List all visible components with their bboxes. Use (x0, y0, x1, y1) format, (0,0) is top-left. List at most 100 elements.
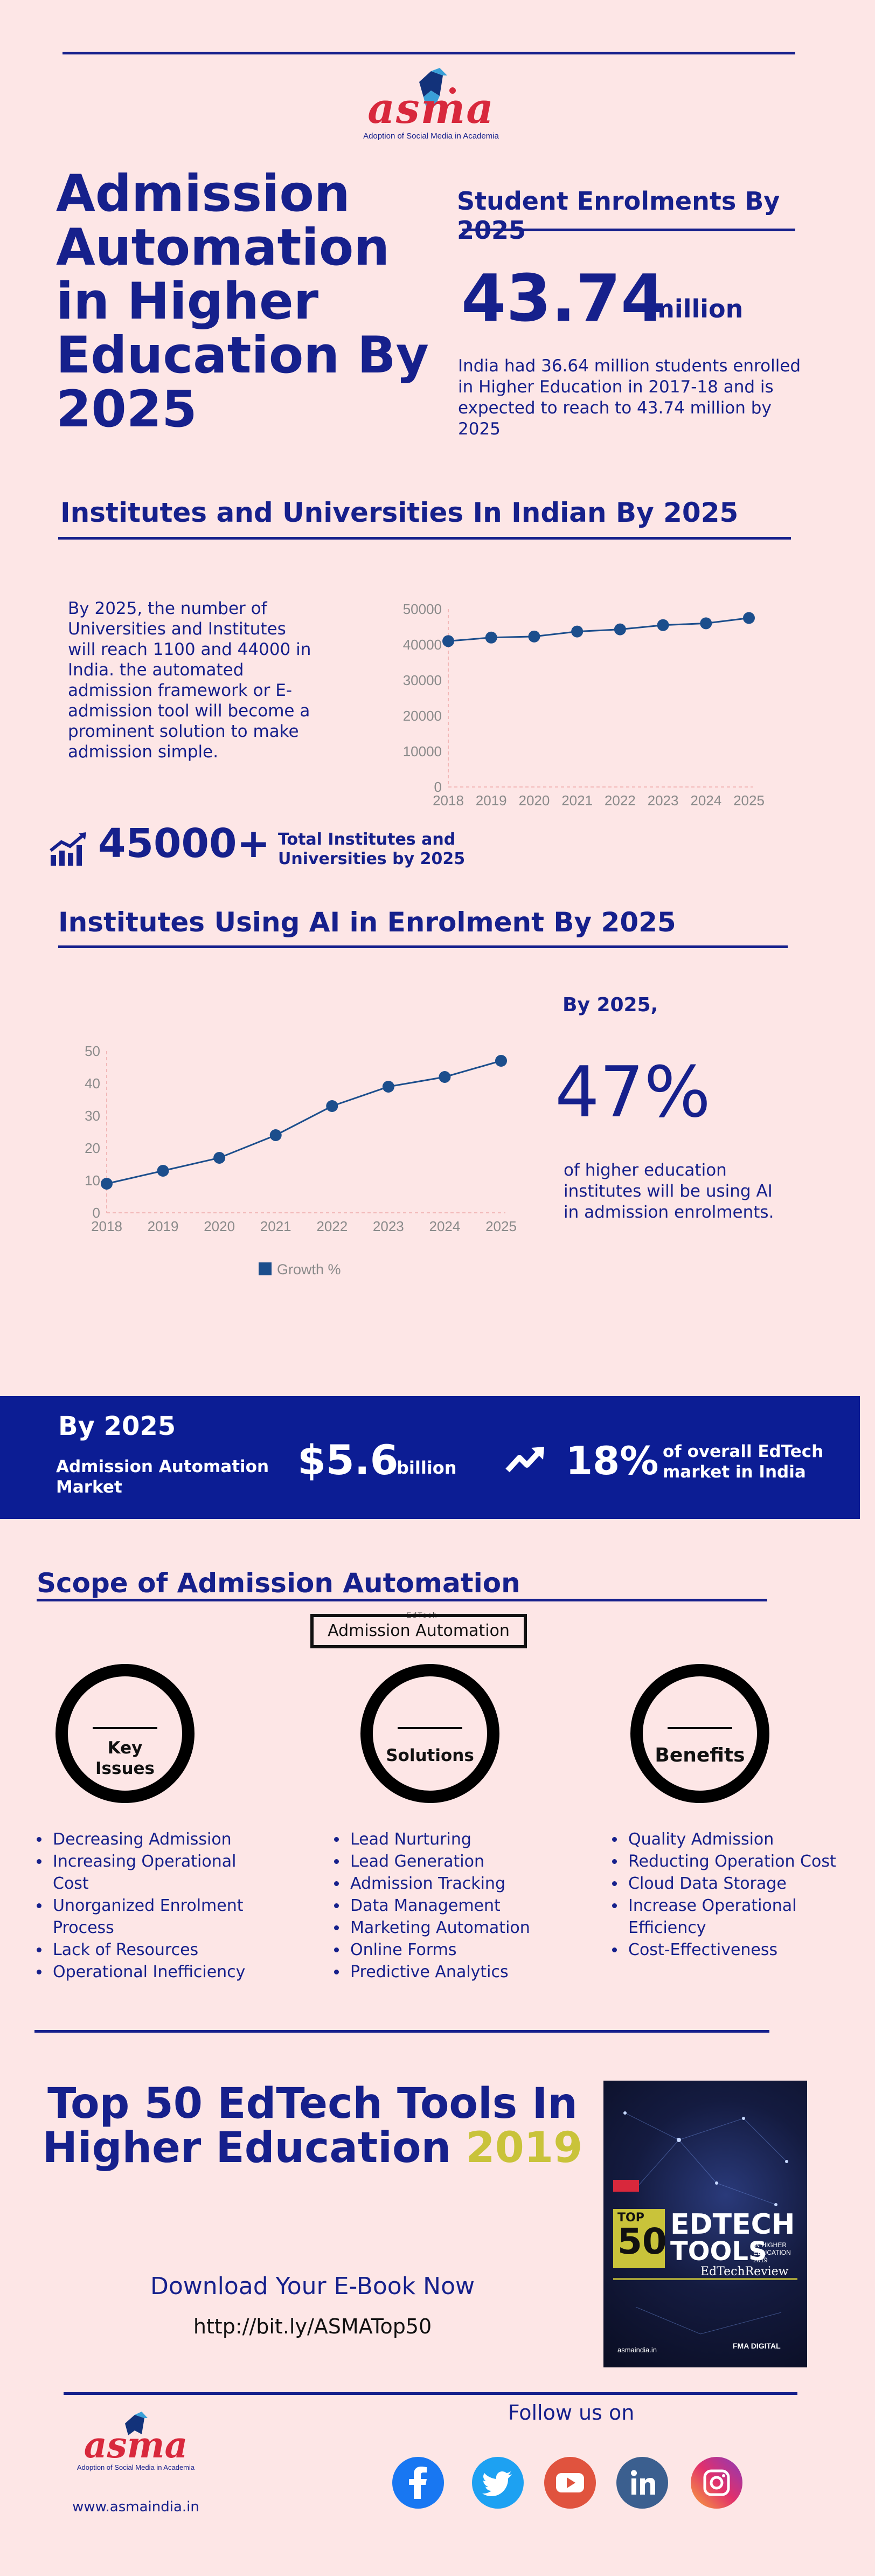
ai-by-label: By 2025, (562, 994, 658, 1016)
data-point (485, 632, 497, 644)
x-tick-label: 2018 (433, 792, 464, 809)
banner-share: 18% (566, 1438, 658, 1483)
list-item: Data Management (334, 1895, 560, 1917)
instagram-icon[interactable] (691, 2457, 742, 2509)
institutes-chart: 0 10000 20000 30000 40000 50000 2018 2019 2020 20… (388, 598, 787, 819)
banner-by-label: By 2025 (58, 1411, 176, 1441)
data-point (614, 624, 626, 636)
follow-label: Follow us on (463, 2401, 679, 2425)
list-item: Admission Tracking (334, 1873, 560, 1895)
ai-divider (58, 945, 788, 948)
y-tick-label: 50000 (403, 601, 442, 617)
ebook-divider (34, 2030, 769, 2033)
cover-num: 50 (617, 2223, 667, 2261)
solutions-list: Lead Nurturing Lead Generation Admission… (334, 1828, 560, 1983)
x-tick-label: 2025 (733, 792, 765, 809)
footer-divider (64, 2392, 797, 2395)
institutes-stat-value: 45000+ (98, 820, 270, 867)
legend-label: Growth % (277, 1261, 341, 1278)
data-point (157, 1165, 169, 1177)
hero-title-line: Education By (56, 329, 433, 383)
benefits-list: Quality Admission Reducting Operation Co… (612, 1828, 838, 1961)
list-item: Increase Operational Efficiency (612, 1895, 838, 1939)
y-tick-label: 40000 (403, 637, 442, 653)
institutes-text: By 2025, the number of Universities and … (68, 598, 316, 762)
list-item: Lack of Resources (37, 1939, 274, 1961)
scope-box-label: Admission Automation (310, 1614, 527, 1648)
solutions-ring: Solutions (360, 1664, 499, 1803)
ebook-link[interactable]: http://bit.ly/ASMATop50 (86, 2315, 539, 2338)
hero-title-line: Admission (56, 167, 433, 221)
trend-up-icon (505, 1445, 545, 1477)
x-tick-label: 2023 (373, 1218, 404, 1234)
y-tick-label: 10000 (403, 743, 442, 759)
y-tick-label: 20 (85, 1140, 100, 1156)
data-point (270, 1129, 282, 1141)
footer-logo-tagline: Adoption of Social Media in Academia (65, 2463, 207, 2471)
y-tick-label: 30 (85, 1108, 100, 1124)
institutes-stat-label: Total Institutes and Universities by 202… (278, 830, 472, 869)
cover-edtech: EDTECH (670, 2210, 795, 2239)
ring-bar (93, 1727, 157, 1729)
list-item: Cloud Data Storage (612, 1873, 838, 1895)
data-point (326, 1100, 338, 1112)
twitter-icon[interactable] (472, 2457, 524, 2509)
enrol-text: India had 36.64 million students enrolle… (458, 356, 803, 440)
ebook-title: Top 50 EdTech Tools In Higher Education … (38, 2082, 587, 2170)
ai-heading: Institutes Using AI in Enrolment By 2025 (58, 907, 813, 938)
logo-wordmark: asma (345, 87, 517, 130)
data-point (495, 1055, 507, 1067)
ebook-title-line2: Higher Education 2019 (38, 2126, 587, 2170)
ring-bar (668, 1727, 732, 1729)
y-tick-label: 30000 (403, 672, 442, 688)
data-point (657, 619, 669, 631)
legend-swatch (259, 1262, 272, 1275)
linkedin-icon[interactable] (616, 2457, 668, 2509)
y-tick-label: 20000 (403, 708, 442, 724)
banner-market-label: Admission Automation Market (56, 1456, 272, 1497)
scope-heading: Scope of Admission Automation (37, 1567, 791, 1599)
list-item: Lead Generation (334, 1850, 560, 1873)
cover-review: EdTechReview (700, 2265, 789, 2278)
youtube-icon[interactable] (544, 2457, 596, 2509)
cover-logo-mark (613, 2180, 639, 2192)
facebook-icon[interactable] (392, 2457, 444, 2509)
data-point (528, 631, 540, 643)
data-point (700, 617, 712, 629)
footer-logo: asma Adoption of Social Media in Academi… (65, 2407, 207, 2471)
ebook-year: 2019 (466, 2124, 582, 2172)
logo-tagline: Adoption of Social Media in Academia (345, 132, 517, 141)
x-tick-label: 2019 (476, 792, 507, 809)
ebook-cover[interactable]: TOP 50 EDTECH TOOLS IN HIGHER EDUCATION … (603, 2081, 807, 2367)
x-tick-label: 2025 (485, 1218, 517, 1234)
cover-tools: TOOLS (670, 2238, 767, 2265)
ebook-title-line2-text: Higher Education (43, 2124, 452, 2172)
list-item: Quality Admission (612, 1828, 838, 1850)
benefits-title: Benefits (643, 1745, 757, 1766)
x-tick-label: 2021 (561, 792, 593, 809)
solutions-title: Solutions (373, 1745, 487, 1766)
x-tick-label: 2019 (148, 1218, 179, 1234)
market-banner: By 2025 Admission Automation Market $5.6… (0, 1396, 860, 1519)
benefits-ring: Benefits (630, 1664, 769, 1803)
x-tick-label: 2021 (260, 1218, 291, 1234)
x-tick-label: 2024 (429, 1218, 461, 1234)
hero-title-line: Automation (56, 221, 433, 275)
list-item: Lead Nurturing (334, 1828, 560, 1850)
ai-percent: 47% (555, 1051, 711, 1133)
enrol-heading: Student Enrolments By 2025 (457, 187, 834, 245)
list-item: Unorganized Enrolment Process (37, 1895, 274, 1939)
list-item: Cost-Effectiveness (612, 1939, 838, 1961)
enrol-divider (462, 229, 795, 231)
data-point (213, 1152, 225, 1164)
enrol-unit: million (649, 294, 743, 323)
ebook-cta[interactable]: Download Your E-Book Now (86, 2273, 539, 2300)
x-tick-label: 2018 (91, 1218, 122, 1234)
hero-title-line: 2025 (56, 383, 433, 437)
cover-site: asmaindia.in (617, 2346, 657, 2354)
cover-sub: IN HIGHER EDUCATION 2019 (753, 2241, 805, 2264)
footer-website[interactable]: www.asmaindia.in (65, 2499, 207, 2515)
top-divider (63, 52, 795, 54)
chart-up-icon (48, 830, 88, 868)
list-item: Increasing Operational Cost (37, 1850, 274, 1895)
